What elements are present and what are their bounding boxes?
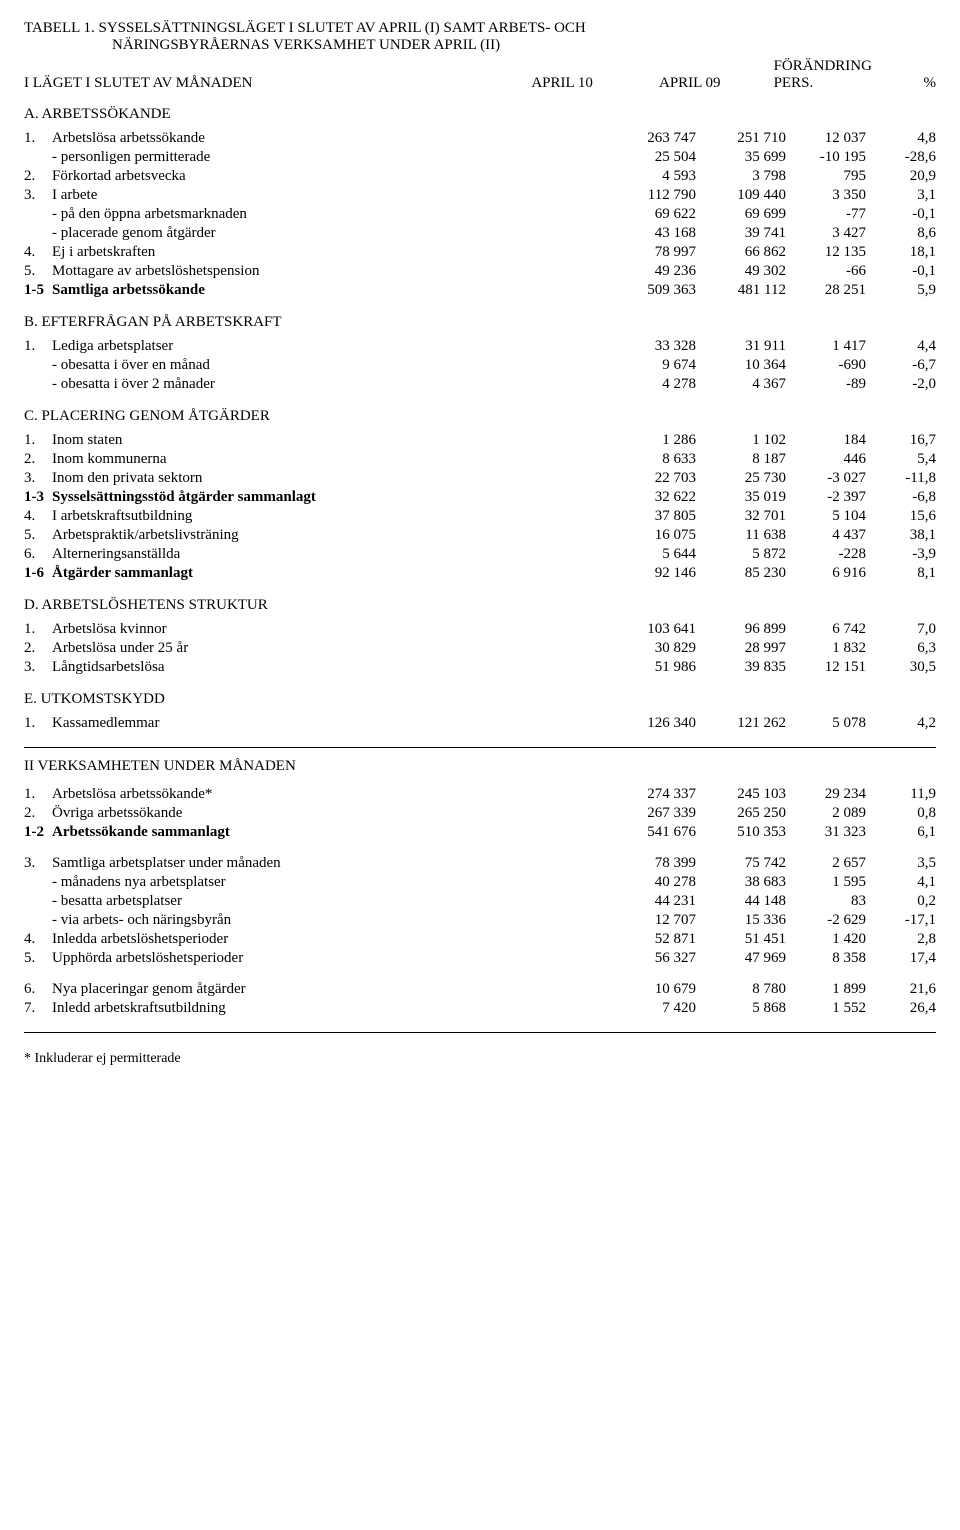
section-ii-head: II VERKSAMHETEN UNDER MÅNADEN — [24, 758, 936, 775]
table-row: 6.Alterneringsanställda5 6445 872-228-3,… — [24, 545, 936, 564]
section-c-head: C. PLACERING GENOM ÅTGÄRDER — [24, 408, 936, 425]
table-row: 4.Inledda arbetslöshetsperioder52 87151 … — [24, 930, 936, 949]
section-d-head: D. ARBETSLÖSHETENS STRUKTUR — [24, 597, 936, 614]
table-row: - obesatta i över 2 månader4 2784 367-89… — [24, 375, 936, 394]
col-pct: % — [845, 75, 936, 92]
divider-bottom — [24, 1032, 936, 1033]
table-row: - via arbets- och näringsbyrån12 70715 3… — [24, 911, 936, 930]
section-c-table: 1.Inom staten1 2861 10218416,7 2.Inom ko… — [24, 431, 936, 583]
table-row: 2.Övriga arbetssökande267 339265 2502 08… — [24, 804, 936, 823]
table-row: 5.Mottagare av arbetslöshetspension49 23… — [24, 262, 936, 281]
col-april10: APRIL 10 — [498, 75, 626, 92]
section-a-head: A. ARBETSSÖKANDE — [24, 106, 936, 123]
table-row: - obesatta i över en månad9 67410 364-69… — [24, 356, 936, 375]
table-row: - personligen permitterade25 50435 699-1… — [24, 148, 936, 167]
table-row: 1-3Sysselsättningsstöd åtgärder sammanla… — [24, 488, 936, 507]
section-b-table: 1.Lediga arbetsplatser33 32831 9111 4174… — [24, 337, 936, 394]
table-row: 2.Arbetslösa under 25 år30 82928 9971 83… — [24, 639, 936, 658]
section-e-head: E. UTKOMSTSKYDD — [24, 691, 936, 708]
table-row: 1.Inom staten1 2861 10218416,7 — [24, 431, 936, 450]
table-row: 3.Långtidsarbetslösa51 98639 83512 15130… — [24, 658, 936, 677]
table-row: 5.Arbetspraktik/arbetslivsträning16 0751… — [24, 526, 936, 545]
table-row: 3.I arbete112 790109 4403 3503,1 — [24, 186, 936, 205]
col-april09: APRIL 09 — [626, 75, 754, 92]
table-row: 1-5Samtliga arbetssökande509 363481 1122… — [24, 281, 936, 300]
table-row: 1-2Arbetssökande sammanlagt541 676510 35… — [24, 823, 936, 842]
table-row: - placerade genom åtgärder43 16839 7413 … — [24, 224, 936, 243]
table-row: 5.Upphörda arbetslöshetsperioder56 32747… — [24, 949, 936, 968]
table-row: - besatta arbetsplatser44 23144 148830,2 — [24, 892, 936, 911]
table-row: 7.Inledd arbetskraftsutbildning7 4205 86… — [24, 999, 936, 1018]
column-header: FÖRÄNDRING I LÄGET I SLUTET AV MÅNADEN A… — [24, 58, 936, 92]
table-row: 4.I arbetskraftsutbildning37 80532 7015 … — [24, 507, 936, 526]
section-1-header: I LÄGET I SLUTET AV MÅNADEN — [24, 75, 498, 92]
section-ii-table: 1.Arbetslösa arbetssökande*274 337245 10… — [24, 785, 936, 1018]
table-row: - på den öppna arbetsmarknaden69 62269 6… — [24, 205, 936, 224]
section-b-head: B. EFTERFRÅGAN PÅ ARBETSKRAFT — [24, 314, 936, 331]
table-row: 2.Inom kommunerna8 6338 1874465,4 — [24, 450, 936, 469]
table-title-line2: NÄRINGSBYRÅERNAS VERKSAMHET UNDER APRIL … — [24, 37, 936, 54]
table-row: 1.Lediga arbetsplatser33 32831 9111 4174… — [24, 337, 936, 356]
divider — [24, 747, 936, 748]
section-d-table: 1.Arbetslösa kvinnor103 64196 8996 7427,… — [24, 620, 936, 677]
table-row: 1-6Åtgärder sammanlagt92 14685 2306 9168… — [24, 564, 936, 583]
table-row: 2.Förkortad arbetsvecka4 5933 79879520,9 — [24, 167, 936, 186]
change-header-top: FÖRÄNDRING — [754, 58, 936, 75]
section-a-table: 1.Arbetslösa arbetssökande263 747251 710… — [24, 129, 936, 300]
table-title-line1: TABELL 1. SYSSELSÄTTNINGSLÄGET I SLUTET … — [24, 20, 936, 37]
footnote: * Inkluderar ej permitterade — [24, 1051, 936, 1067]
table-row: 1.Arbetslösa arbetssökande*274 337245 10… — [24, 785, 936, 804]
section-e-table: 1.Kassamedlemmar126 340121 2625 0784,2 — [24, 714, 936, 733]
table-row: - månadens nya arbetsplatser40 27838 683… — [24, 873, 936, 892]
table-row: 3.Inom den privata sektorn22 70325 730-3… — [24, 469, 936, 488]
table-row: 4.Ej i arbetskraften78 99766 86212 13518… — [24, 243, 936, 262]
table-row: 3.Samtliga arbetsplatser under månaden78… — [24, 854, 936, 873]
table-row: 6.Nya placeringar genom åtgärder10 6798 … — [24, 980, 936, 999]
table-row: 1.Arbetslösa arbetssökande263 747251 710… — [24, 129, 936, 148]
table-row: 1.Kassamedlemmar126 340121 2625 0784,2 — [24, 714, 936, 733]
table-row: 1.Arbetslösa kvinnor103 64196 8996 7427,… — [24, 620, 936, 639]
col-pers: PERS. — [754, 75, 845, 92]
